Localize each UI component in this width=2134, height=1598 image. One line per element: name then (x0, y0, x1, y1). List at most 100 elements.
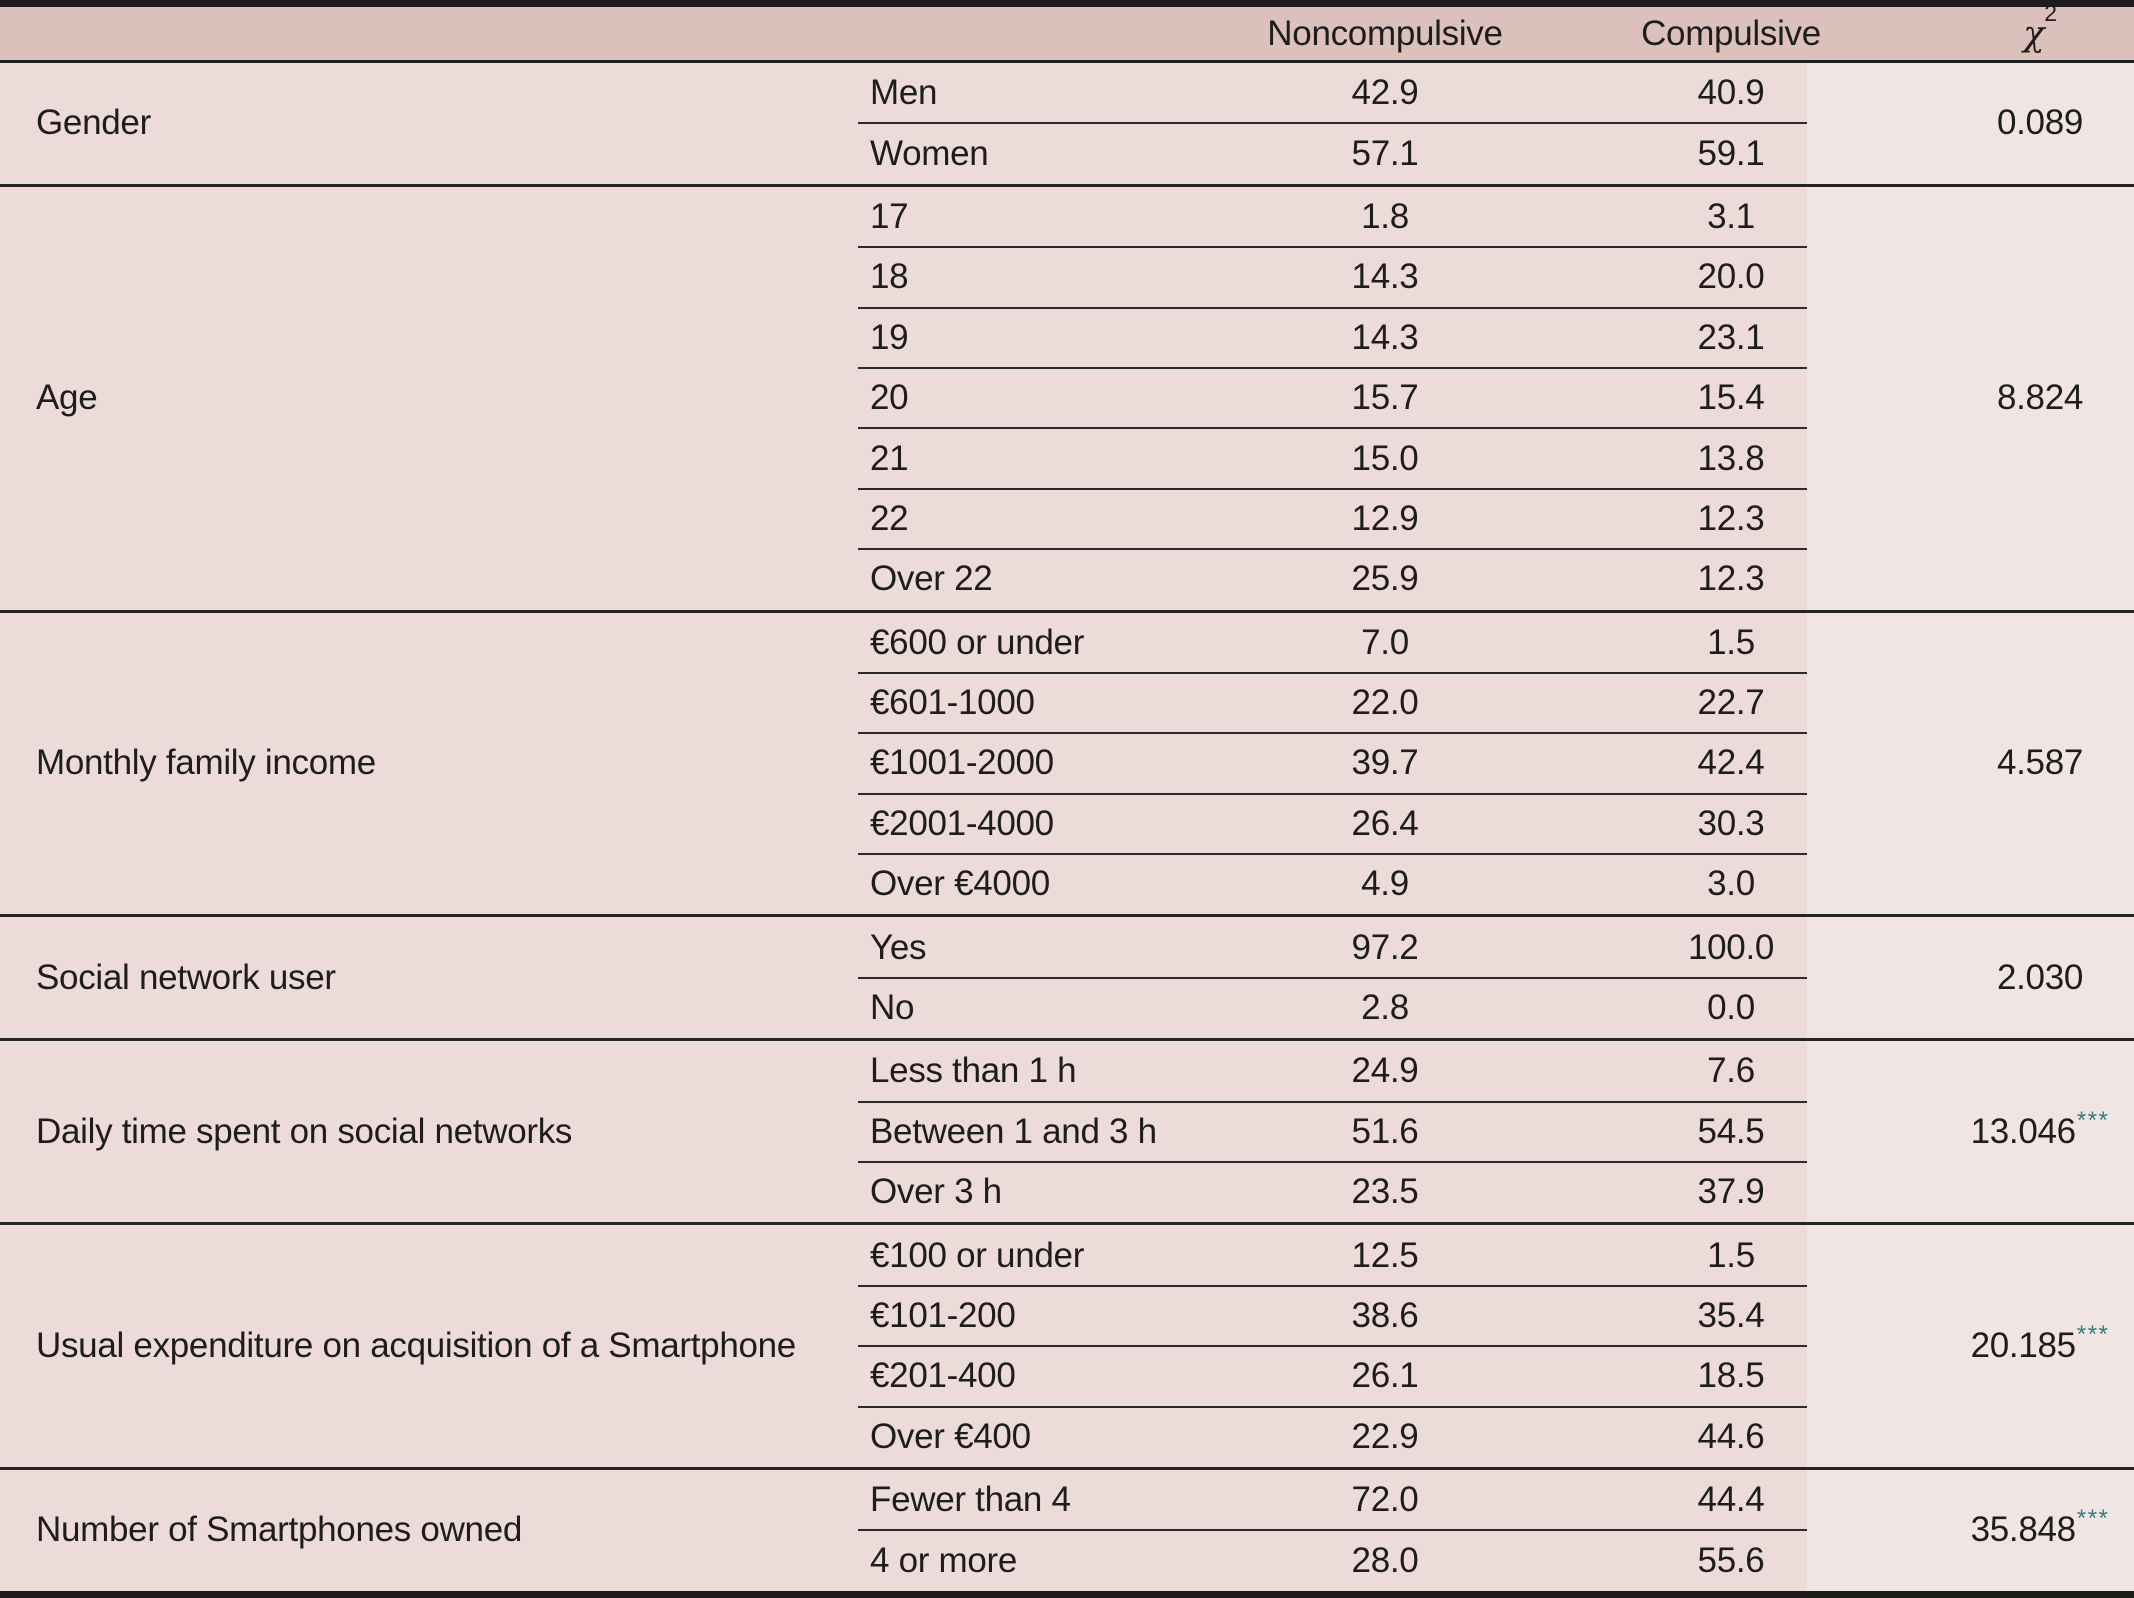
table-row: €601-1000 22.0 22.7 (858, 673, 1946, 735)
noncompulsive-value: 24.9 (1351, 1051, 1419, 1091)
noncompulsive-value: 25.9 (1351, 559, 1419, 599)
chi-square-number: 0.089 (1996, 103, 2084, 143)
subcategory-label: Over €4000 (870, 864, 1050, 904)
compulsive-value: 44.6 (1697, 1416, 1765, 1456)
table-section: Gender Men 42.9 40.9 Women 57.1 59.1 0.089 (0, 63, 2134, 184)
table-row: 21 15.0 13.8 (858, 428, 1946, 491)
noncompulsive-value: 23.5 (1351, 1172, 1419, 1212)
subcategory-label: Over 3 h (870, 1172, 1002, 1212)
subcategory-label: 21 (870, 438, 909, 478)
rows-block: €600 or under 7.0 1.5 €601-1000 22.0 22.7 €100… (858, 613, 1946, 915)
table-row: €101-200 38.6 35.4 (858, 1286, 1946, 1348)
compulsive-value: 42.4 (1697, 743, 1765, 783)
table-row: Over €400 22.9 44.6 (858, 1407, 1946, 1467)
category-label: Gender (36, 103, 151, 143)
compulsive-value: 23.1 (1697, 317, 1765, 357)
subcategory-label: 17 (870, 196, 909, 236)
noncompulsive-value: 4.9 (1361, 864, 1409, 904)
chi-symbol: χ (2023, 14, 2045, 55)
subcategory-label: 19 (870, 317, 909, 357)
table-row: Yes 97.2 100.0 (858, 917, 1946, 980)
noncompulsive-value: 39.7 (1351, 743, 1419, 783)
compulsive-value: 37.9 (1697, 1172, 1765, 1212)
rows-block: 17 1.8 3.1 18 14.3 20.0 19 14.3 23.1 20 15.7 15.4 21… (858, 187, 1946, 610)
chi-square-number: 20.185 (1970, 1326, 2077, 1366)
noncompulsive-value: 12.5 (1351, 1235, 1419, 1275)
compulsive-value: 13.8 (1697, 438, 1765, 478)
noncompulsive-value: 57.1 (1351, 133, 1419, 173)
subcategory-label: €600 or under (870, 622, 1085, 662)
chi-square-value: 8.824 (1946, 187, 2134, 610)
table-row: 17 1.8 3.1 (858, 187, 1946, 249)
subcategory-label: €1001-2000 (870, 743, 1054, 783)
subcategory-label: 18 (870, 257, 909, 297)
compulsive-value: 3.0 (1707, 864, 1755, 904)
table-section: Monthly family income €600 or under 7.0 1.5… (0, 609, 2134, 915)
category-label: Daily time spent on social networks (36, 1111, 573, 1151)
header-compulsive: Compulsive (1641, 13, 1821, 53)
compulsive-value: 59.1 (1697, 133, 1765, 173)
compulsive-value: 54.5 (1697, 1111, 1765, 1151)
chi-square-number: 35.848 (1970, 1510, 2077, 1550)
table-row: Men 42.9 40.9 (858, 63, 1946, 125)
noncompulsive-value: 1.8 (1361, 196, 1409, 236)
rows-block: Fewer than 4 72.0 44.4 4 or more 28.0 55.6 (858, 1470, 1946, 1591)
compulsive-value: 35.4 (1697, 1296, 1765, 1335)
chi-square-number: 2.030 (1996, 957, 2084, 997)
chi-square-value: 35.848 *** (1946, 1470, 2134, 1591)
chi-square-value: 4.587 (1946, 613, 2134, 915)
noncompulsive-value: 15.0 (1351, 438, 1419, 478)
table-row: 4 or more 28.0 55.6 (858, 1530, 1946, 1590)
table-row: Over 3 h 23.5 37.9 (858, 1162, 1946, 1222)
chi-square-number: 4.587 (1996, 743, 2084, 783)
table-section: Age 17 1.8 3.1 18 14.3 20.0 19 14.3 23.1 20 15.7 15.… (0, 183, 2134, 610)
noncompulsive-value: 2.8 (1361, 988, 1409, 1028)
table-header-row: Noncompulsive Compulsive χ2 (0, 7, 2134, 63)
table-row: €2001-4000 26.4 30.3 (858, 794, 1946, 856)
subcategory-label: 20 (870, 378, 909, 418)
table-row: Over 22 25.9 12.3 (858, 549, 1946, 609)
compulsive-value: 1.5 (1707, 622, 1755, 662)
table-body: Gender Men 42.9 40.9 Women 57.1 59.1 0.089 Age 17… (0, 63, 2134, 1591)
chi-square-value: 13.046 *** (1946, 1041, 2134, 1222)
noncompulsive-value: 72.0 (1351, 1480, 1419, 1520)
category-label: Social network user (36, 957, 336, 997)
chi-exponent: 2 (2044, 0, 2057, 27)
noncompulsive-value: 12.9 (1351, 498, 1419, 538)
table-section: Social network user Yes 97.2 100.0 No 2.8 0.0 2… (0, 914, 2134, 1039)
table-row: 22 12.9 12.3 (858, 489, 1946, 551)
table-row: Between 1 and 3 h 51.6 54.5 (858, 1102, 1946, 1164)
compulsive-value: 1.5 (1707, 1235, 1755, 1275)
category-label: Number of Smartphones owned (36, 1510, 523, 1550)
table-row: €201-400 26.1 18.5 (858, 1346, 1946, 1408)
noncompulsive-value: 22.9 (1351, 1416, 1419, 1456)
noncompulsive-value: 14.3 (1351, 257, 1419, 297)
subcategory-label: Yes (870, 927, 927, 967)
rows-block: Less than 1 h 24.9 7.6 Between 1 and 3 h 51.… (858, 1041, 1946, 1222)
table-row: 18 14.3 20.0 (858, 247, 1946, 309)
compulsive-value: 55.6 (1697, 1540, 1765, 1580)
table-section: Number of Smartphones owned Fewer than 4 7… (0, 1466, 2134, 1591)
category-label: Monthly family income (36, 743, 376, 783)
noncompulsive-value: 51.6 (1351, 1111, 1419, 1151)
compulsive-value: 22.7 (1697, 683, 1765, 723)
significance-stars: *** (2076, 1106, 2110, 1134)
subcategory-label: Between 1 and 3 h (870, 1111, 1157, 1151)
table-row: 19 14.3 23.1 (858, 308, 1946, 370)
noncompulsive-value: 14.3 (1351, 317, 1419, 357)
category-label: Age (36, 378, 98, 418)
compulsive-value: 44.4 (1697, 1480, 1765, 1520)
compulsive-value: 3.1 (1707, 196, 1755, 236)
table-row: €600 or under 7.0 1.5 (858, 613, 1946, 675)
subcategory-label: No (870, 988, 915, 1028)
table-row: Less than 1 h 24.9 7.6 (858, 1041, 1946, 1104)
table-row: €1001-2000 39.7 42.4 (858, 733, 1946, 796)
noncompulsive-value: 15.7 (1351, 378, 1419, 418)
subcategory-label: Fewer than 4 (870, 1480, 1071, 1520)
chi-square-value: 20.185 *** (1946, 1225, 2134, 1467)
category-label: Usual expenditure on acquisition of a Sm… (36, 1326, 796, 1366)
subcategory-label: €201-400 (870, 1356, 1016, 1396)
compulsive-value: 30.3 (1697, 803, 1765, 843)
header-noncompulsive: Noncompulsive (1267, 13, 1503, 53)
